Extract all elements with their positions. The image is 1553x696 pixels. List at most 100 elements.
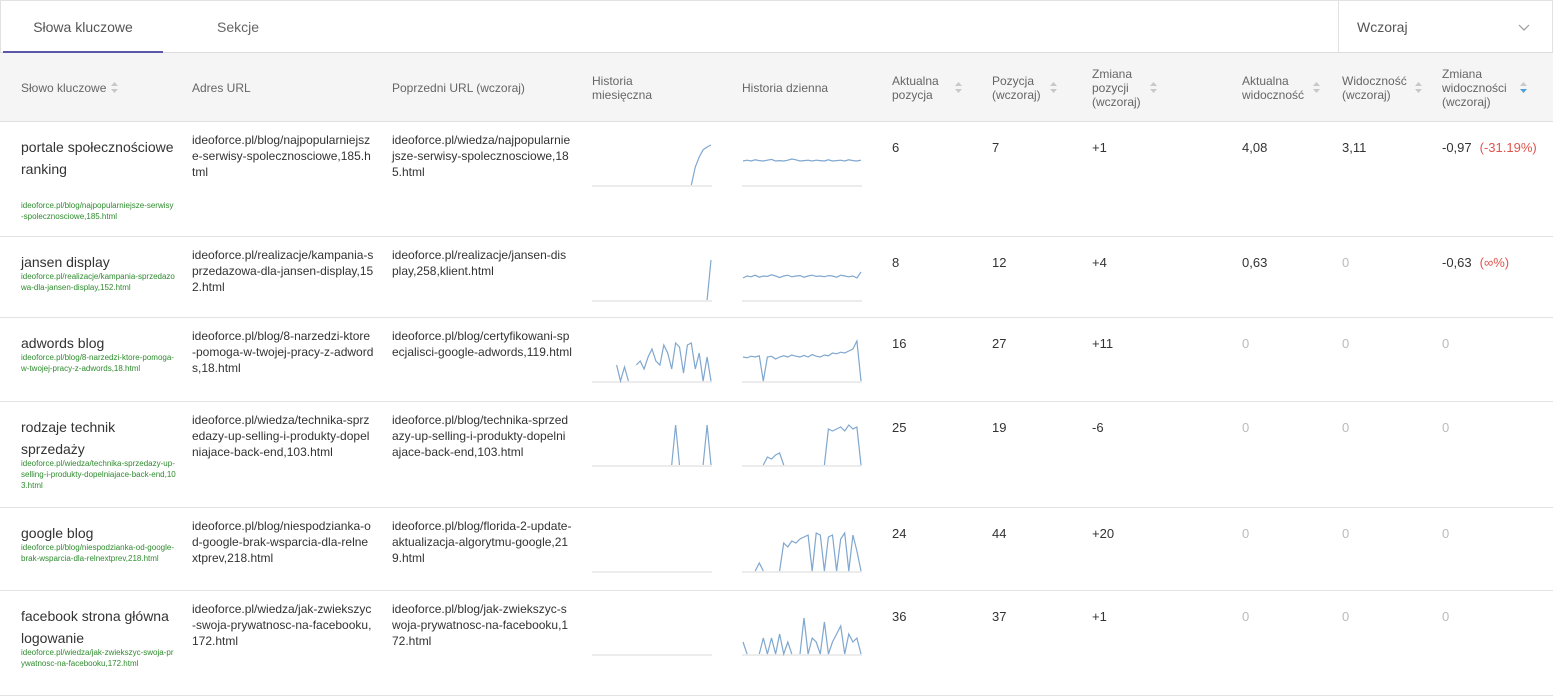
monthly-history-sparkline-line — [671, 424, 712, 466]
col-position-prev-label: Pozycja (wczoraj) — [992, 73, 1041, 102]
visibility-change-value: 0 — [1442, 336, 1450, 351]
prev-url-text[interactable]: ideoforce.pl/blog/florida-2-update-aktua… — [392, 519, 572, 565]
col-position-change-label: Zmiana pozycji (wczoraj) — [1092, 66, 1141, 109]
monthly-history-sparkline — [592, 571, 712, 573]
daily-history-sparkline-line — [754, 531, 862, 572]
url-text[interactable]: ideoforce.pl/wiedza/technika-sprzedazy-u… — [192, 413, 370, 459]
table-row[interactable]: portale społecznościowe ranking ideoforce… — [0, 122, 1553, 237]
col-monthly: Historia miesięczna — [592, 53, 672, 122]
visibility-change-cell: -0,97 (-31.19%) — [1442, 140, 1537, 155]
monthly-history-sparkline-line — [690, 144, 712, 186]
sort-icon — [111, 82, 119, 93]
position-prev-value: 44 — [992, 526, 1007, 541]
prev-url-text[interactable]: ideoforce.pl/realizacje/jansen-display,2… — [392, 248, 567, 278]
top-bar: Słowa kluczowe Sekcje Wczoraj — [0, 0, 1553, 53]
url-text[interactable]: ideoforce.pl/wiedza/jak-zwiekszyc-swoja-… — [192, 602, 372, 648]
url-text[interactable]: ideoforce.pl/blog/8-narzedzi-ktore-pomog… — [192, 329, 374, 375]
col-monthly-label: Historia miesięczna — [592, 73, 653, 102]
daily-history-sparkline-line — [742, 158, 862, 162]
url-text[interactable]: ideoforce.pl/realizacje/kampania-sprzeda… — [192, 248, 374, 294]
col-visibility[interactable]: Aktualna widoczność — [1242, 53, 1320, 122]
position-value: 6 — [892, 140, 900, 155]
sort-icon — [1150, 82, 1157, 93]
col-position-label: Aktualna pozycja — [892, 73, 939, 102]
keyword-url[interactable]: ideoforce.pl/wiedza/jak-zwiekszyc-swoja-… — [21, 648, 174, 668]
col-position-prev[interactable]: Pozycja (wczoraj) — [992, 53, 1057, 122]
table-row[interactable]: facebook strona główna logowanie ideoforc… — [0, 591, 1553, 696]
col-daily: Historia dzienna — [742, 53, 828, 122]
daily-history-sparkline — [742, 617, 862, 657]
daily-history-sparkline-line — [742, 617, 862, 657]
visibility-value: 0 — [1242, 336, 1250, 351]
position-value: 25 — [892, 420, 907, 435]
monthly-history-sparkline — [592, 424, 712, 467]
prev-url-text[interactable]: ideoforce.pl/wiedza/najpopularniejsze-se… — [392, 133, 571, 179]
sort-icon — [955, 82, 962, 93]
col-keyword-label: Słowo kluczowe — [21, 80, 107, 95]
position-prev-value: 37 — [992, 609, 1007, 624]
prev-url-text[interactable]: ideoforce.pl/blog/technika-sprzedazy-up-… — [392, 413, 569, 459]
keyword-text: google blog — [21, 525, 94, 541]
daily-history-sparkline — [742, 531, 862, 573]
monthly-history-sparkline — [592, 259, 712, 302]
visibility-change-cell: -0,63 (∞%) — [1442, 255, 1509, 270]
col-daily-label: Historia dzienna — [742, 80, 829, 95]
visibility-change-value: 0 — [1442, 609, 1450, 624]
sort-icon — [1415, 82, 1422, 93]
keyword-url[interactable]: ideoforce.pl/blog/najpopularniejsze-serw… — [21, 201, 174, 221]
position-prev-value: 27 — [992, 336, 1007, 351]
table-row[interactable]: google blog ideoforce.pl/blog/niespodzian… — [0, 508, 1553, 591]
col-visibility-change[interactable]: Zmiana widoczności (wczoraj) — [1442, 53, 1527, 122]
monthly-history-sparkline-line — [706, 259, 712, 301]
visibility-change-percent: (∞%) — [1479, 255, 1510, 270]
col-visibility-change-label: Zmiana widoczności (wczoraj) — [1442, 66, 1507, 109]
keyword-text: facebook strona główna logowanie — [21, 608, 169, 646]
col-visibility-label: Aktualna widoczność — [1242, 73, 1305, 102]
col-visibility-prev-label: Widoczność (wczoraj) — [1342, 73, 1407, 102]
period-select[interactable]: Wczoraj — [1338, 1, 1553, 53]
table-header: Słowo kluczowe Adres URL Poprzedni URL (… — [0, 53, 1553, 122]
col-position-change[interactable]: Zmiana pozycji (wczoraj) — [1092, 53, 1157, 122]
sort-icon — [1313, 82, 1320, 93]
visibility-prev-value: 0 — [1342, 609, 1350, 624]
position-prev-value: 7 — [992, 140, 1000, 155]
visibility-value: 0 — [1242, 526, 1250, 541]
col-keyword[interactable]: Słowo kluczowe — [21, 53, 119, 122]
col-url: Adres URL — [192, 53, 251, 122]
table-row[interactable]: rodzaje technik sprzedaży ideoforce.pl/wi… — [0, 402, 1553, 508]
col-prev-url: Poprzedni URL (wczoraj) — [392, 53, 525, 122]
tab-sections[interactable]: Sekcje — [217, 19, 260, 35]
table-row[interactable]: adwords blog ideoforce.pl/blog/8-narzedzi… — [0, 318, 1553, 402]
url-text[interactable]: ideoforce.pl/blog/najpopularniejsze-serw… — [192, 133, 371, 179]
prev-url-text[interactable]: ideoforce.pl/blog/certyfikowani-specjali… — [392, 329, 572, 359]
keyword-url[interactable]: ideoforce.pl/blog/8-narzedzi-ktore-pomog… — [21, 353, 174, 373]
visibility-change-value: -0,63 — [1442, 255, 1472, 270]
daily-history-sparkline — [742, 271, 862, 302]
visibility-prev-value: 0 — [1342, 526, 1350, 541]
visibility-change-cell: 0 — [1442, 336, 1449, 351]
keyword-url[interactable]: ideoforce.pl/realizacje/kampania-sprzeda… — [21, 272, 175, 292]
col-position[interactable]: Aktualna pozycja — [892, 53, 962, 122]
position-change-value: -6 — [1092, 420, 1104, 435]
monthly-history-sparkline-line — [616, 341, 712, 384]
visibility-prev-value: 0 — [1342, 255, 1350, 270]
visibility-value: 0,63 — [1242, 255, 1268, 270]
visibility-change-percent: (-31.19%) — [1479, 140, 1537, 155]
keyword-url[interactable]: ideoforce.pl/wiedza/technika-sprzedazy-u… — [21, 459, 176, 490]
position-change-value: +1 — [1092, 140, 1107, 155]
daily-history-sparkline — [742, 424, 862, 467]
position-value: 24 — [892, 526, 907, 541]
prev-url-text[interactable]: ideoforce.pl/blog/jak-zwiekszyc-swoja-pr… — [392, 602, 569, 648]
visibility-prev-value: 3,11 — [1342, 140, 1367, 155]
col-visibility-prev[interactable]: Widoczność (wczoraj) — [1342, 53, 1422, 122]
tab-keywords[interactable]: Słowa kluczowe — [3, 1, 163, 53]
url-text[interactable]: ideoforce.pl/blog/niespodzianka-od-googl… — [192, 519, 371, 565]
position-change-value: +20 — [1092, 526, 1115, 541]
position-change-value: +11 — [1092, 336, 1114, 351]
keyword-url[interactable]: ideoforce.pl/blog/niespodzianka-od-googl… — [21, 543, 174, 563]
visibility-change-value: 0 — [1442, 526, 1450, 541]
table-row[interactable]: jansen display ideoforce.pl/realizacje/ka… — [0, 237, 1553, 318]
daily-history-sparkline-line — [762, 424, 862, 466]
visibility-value: 0 — [1242, 609, 1250, 624]
visibility-change-value: 0 — [1442, 420, 1450, 435]
